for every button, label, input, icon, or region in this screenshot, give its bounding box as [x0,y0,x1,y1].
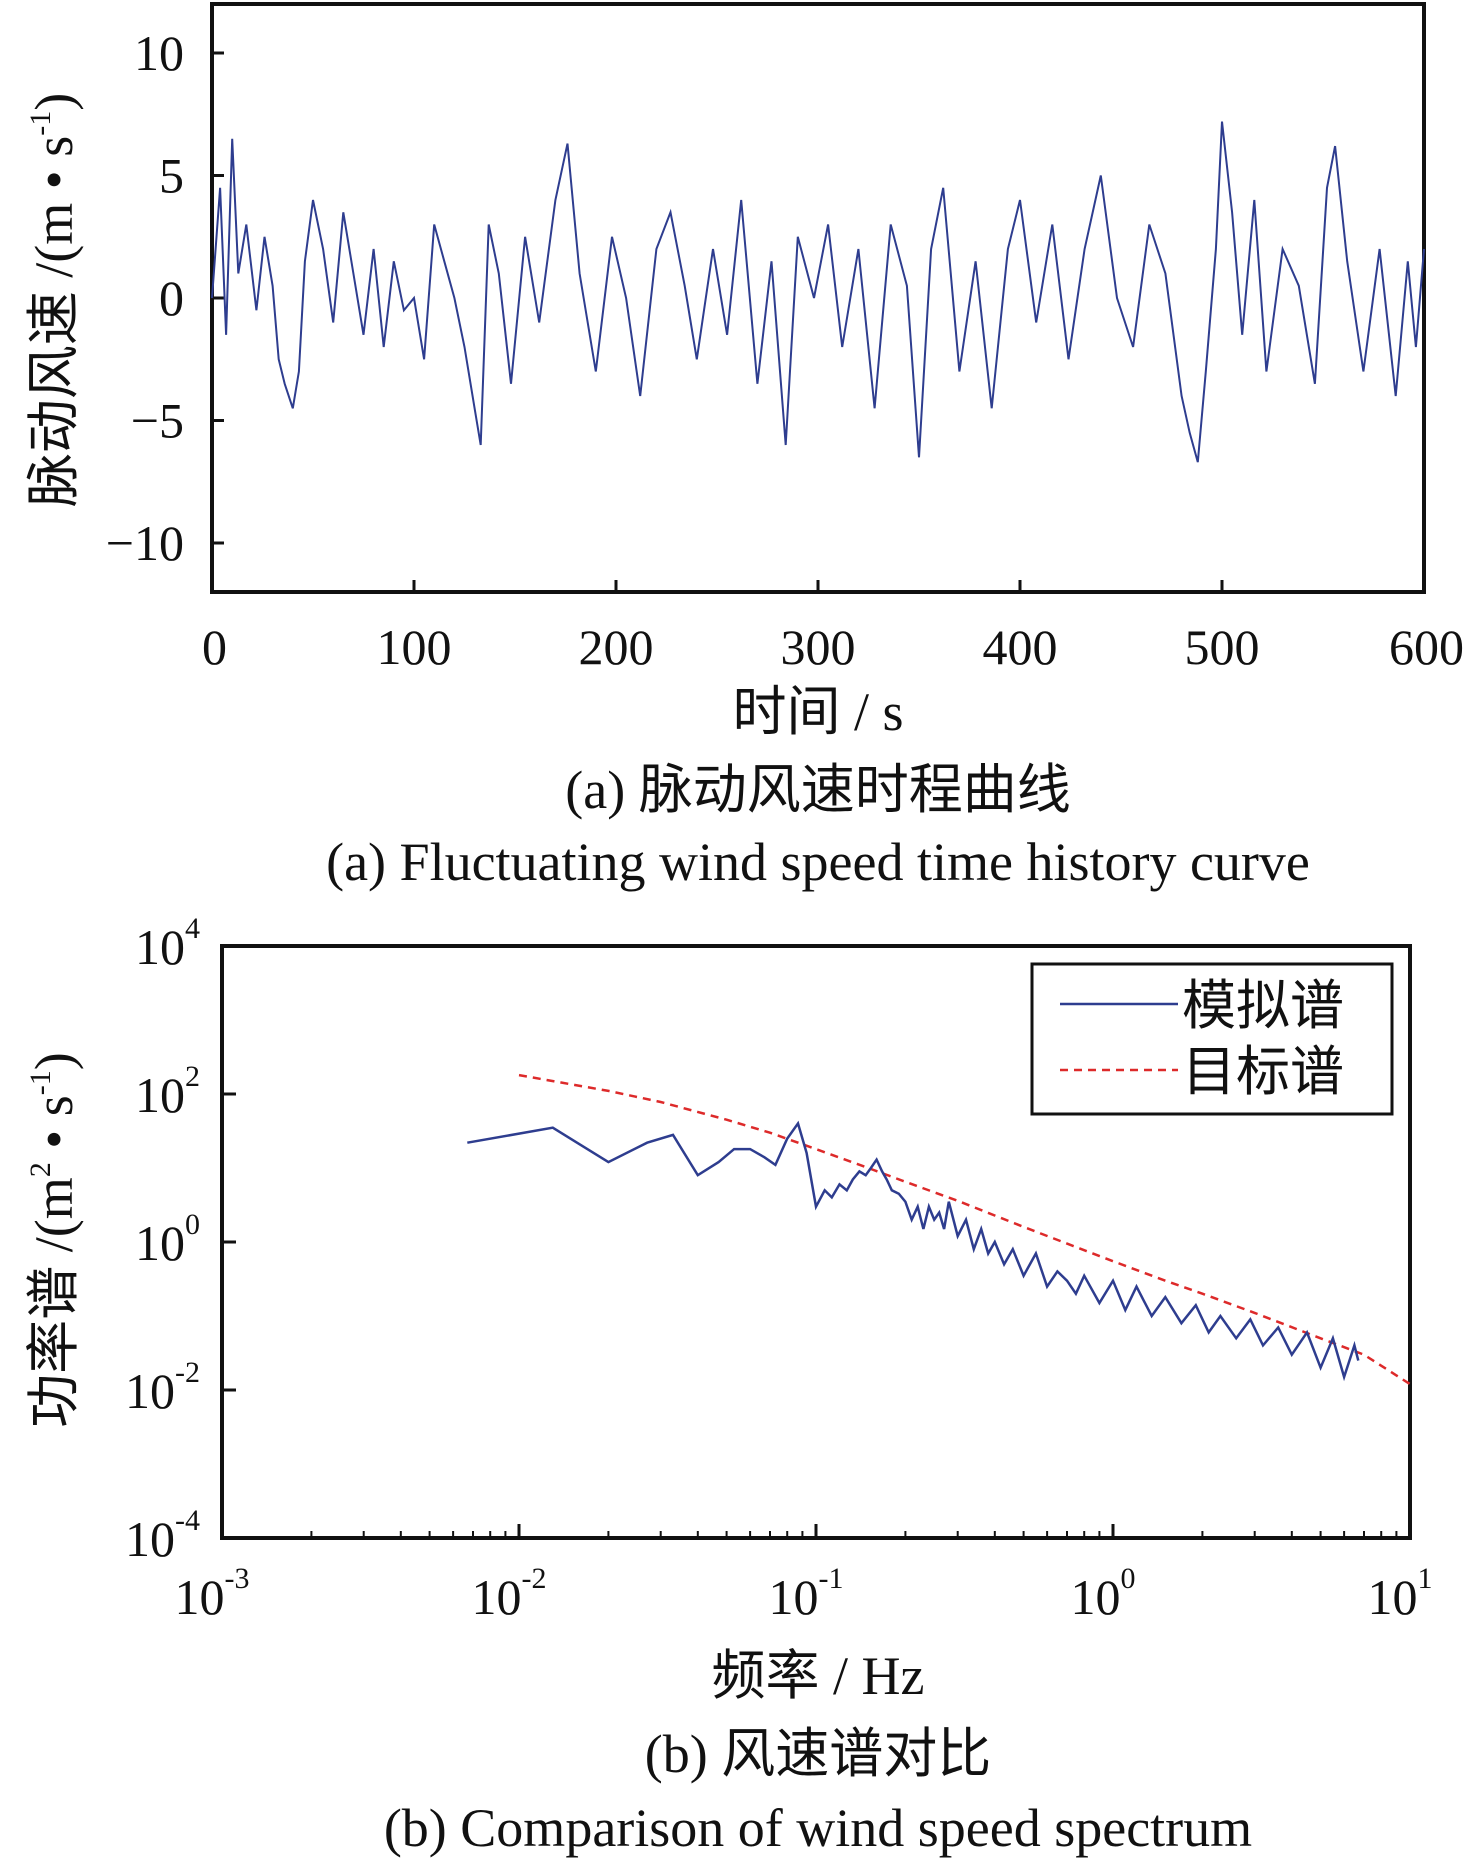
chart-a-y-tick-label: 10 [134,25,184,81]
chart-b-legend-label-target: 目标谱 [1182,1042,1344,1102]
chart-b-caption-cn: (b) 风速谱对比 [645,1724,991,1784]
chart-b-x-axis-title: 频率 / Hz [712,1646,925,1706]
chart-b-legend-label-simulated: 模拟谱 [1182,976,1344,1036]
chart-a-y-tick-label: −5 [131,393,184,449]
chart-b-y-tick-label: 10-4 [125,1504,200,1567]
chart-a-y-tick-labels: 10 5 0 −5 −10 [106,25,184,571]
chart-b-ticks [220,944,1412,1540]
chart-b-legend-box [1030,962,1394,1116]
chart-a-x-tick-label: 100 [377,619,452,675]
chart-a-x-tick-labels: 0 100 200 300 400 500 600 [202,619,1464,675]
chart-a-time-history: 0 100 200 300 400 500 600 10 5 0 −5 −10 时间 / s 脉动风… [24,2,1464,892]
chart-b-x-tick-labels: 10-3 10-2 10-1 100 101 [175,1562,1433,1625]
chart-a-x-tick-label: 600 [1389,619,1464,675]
chart-a-x-tick-label: 500 [1185,619,1260,675]
chart-b-y-tick-label: 100 [135,1208,200,1271]
chart-a-x-tick-label: 0 [202,619,227,675]
chart-b-legend: 模拟谱 目标谱 [1030,962,1394,1116]
chart-a-y-tick-label: 0 [159,270,184,326]
chart-b-x-tick-label: 100 [1071,1562,1136,1625]
chart-a-y-axis-title: 脉动风速 /(m • s-1) [24,93,84,507]
chart-b-x-tick-label: 101 [1368,1562,1433,1625]
chart-b-y-tick-labels: 104 102 100 10-2 10-4 [125,912,200,1567]
chart-b-x-tick-label: 10-3 [175,1562,250,1625]
chart-a-ticks [210,51,1426,592]
chart-b-caption-en: (b) Comparison of wind speed spectrum [384,1798,1252,1858]
chart-a-x-tick-label: 400 [983,619,1058,675]
chart-b-y-tick-label: 104 [135,912,200,975]
chart-a-caption-en: (a) Fluctuating wind speed time history … [326,832,1310,892]
chart-a-series-line [211,121,1425,463]
chart-a-plot-frame [210,2,1426,594]
chart-b-y-tick-label: 10-2 [125,1356,200,1419]
chart-a-x-axis-title: 时间 / s [732,682,903,742]
chart-a-y-tick-label: −10 [106,515,184,571]
chart-b-x-tick-label: 10-2 [472,1562,547,1625]
chart-b-x-tick-label: 10-1 [769,1562,844,1625]
chart-a-y-tick-label: 5 [159,148,184,204]
chart-a-x-tick-label: 300 [781,619,856,675]
chart-b-series-target-line [518,1073,1411,1386]
chart-a-x-tick-label: 200 [579,619,654,675]
chart-b-y-tick-label: 102 [135,1060,200,1123]
chart-b-spectrum: 10-3 10-2 10-1 100 101 104 102 100 10-2 10-4 模拟谱… [24,912,1433,1858]
chart-b-y-axis-title: 功率谱 /(m2 • s-1) [24,1052,84,1427]
chart-b-series-simulated-line [467,1120,1360,1382]
chart-a-caption-cn: (a) 脉动风速时程曲线 [565,760,1070,820]
